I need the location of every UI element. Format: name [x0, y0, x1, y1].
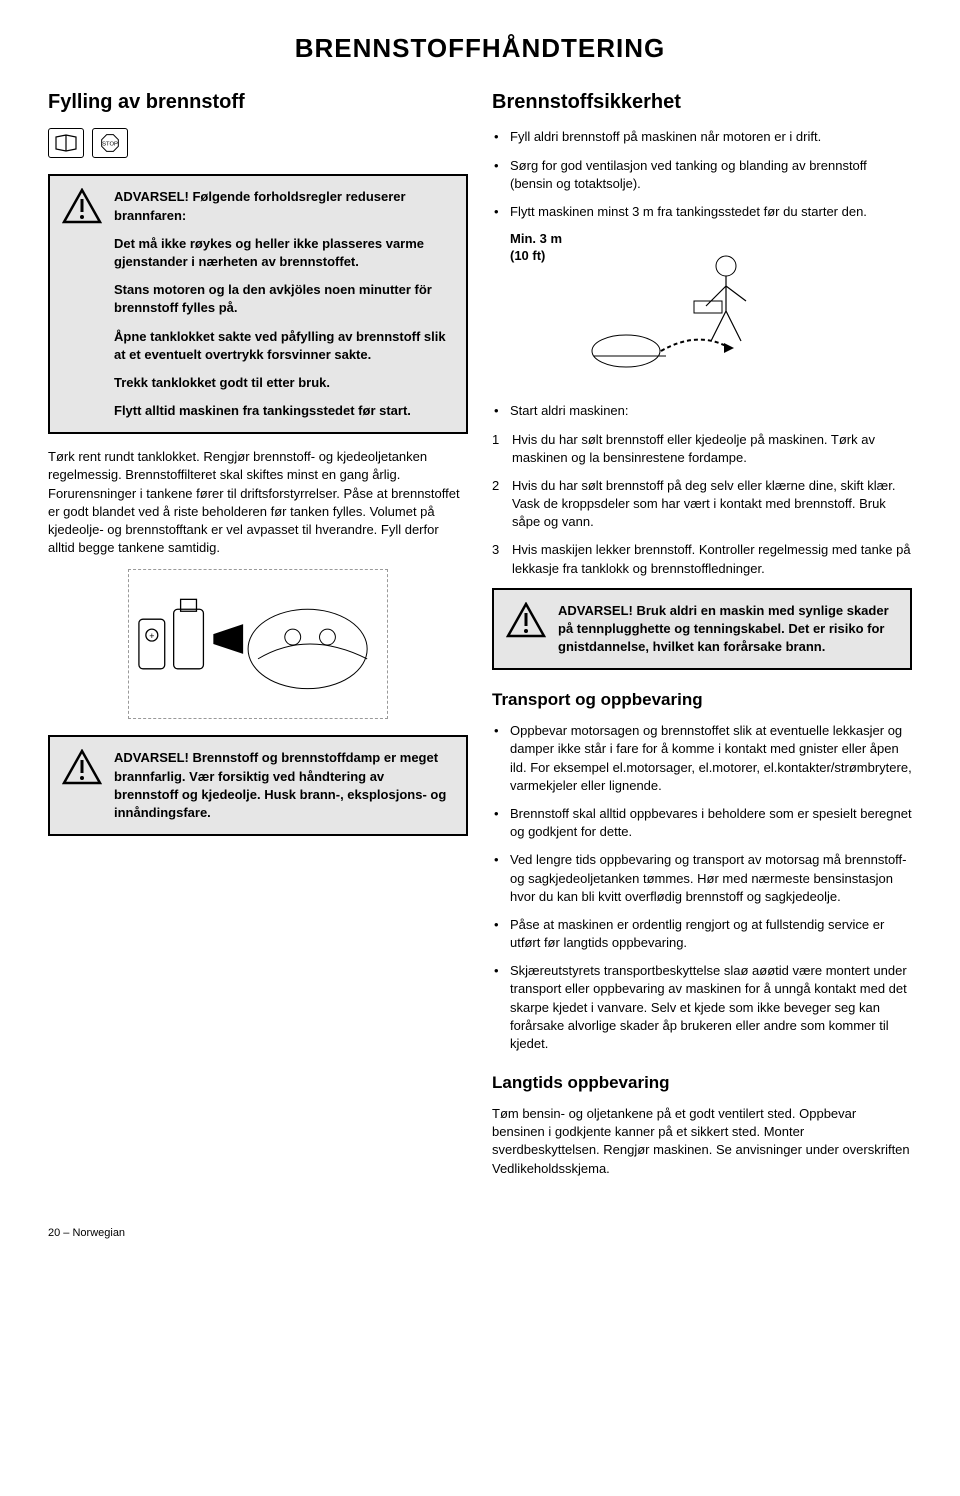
- num-item: 1 Hvis du har sølt brennstoff eller kjede…: [492, 431, 912, 467]
- bullet-item: Flytt maskinen minst 3 m fra tankingsste…: [492, 203, 912, 221]
- num-marker: 1: [492, 431, 499, 449]
- left-paragraph-1: Tørk rent rundt tanklokket. Rengjør bren…: [48, 448, 468, 557]
- svg-text:STOP: STOP: [102, 142, 118, 148]
- warning-1-p2: Stans motoren og la den avkjöles noen mi…: [114, 281, 452, 317]
- warning-1-p3: Åpne tanklokket sakte ved påfylling av b…: [114, 328, 452, 364]
- bullet-item: Oppbevar motorsagen og brennstoffet slik…: [492, 722, 912, 795]
- bullet-item: Sørg for god ventilasjon ved tanking og …: [492, 157, 912, 193]
- num-text: Hvis maskijen lekker brennstoff. Kontrol…: [512, 542, 911, 575]
- num-item: 3 Hvis maskijen lekker brennstoff. Kontro…: [492, 541, 912, 577]
- warning-1-p5: Flytt alltid maskinen fra tankingsstedet…: [114, 402, 452, 420]
- bullet-list-2: Start aldri maskinen:: [492, 402, 912, 420]
- warning-3-p: ADVARSEL! Bruk aldri en maskin med synli…: [558, 602, 896, 657]
- bullet-list-3: Oppbevar motorsagen og brennstoffet slik…: [492, 722, 912, 1053]
- min-3m-line1: Min. 3 m: [510, 231, 562, 246]
- warning-box-3: ADVARSEL! Bruk aldri en maskin med synli…: [492, 588, 912, 671]
- svg-text:+: +: [149, 631, 154, 641]
- min-3m-label: Min. 3 m (10 ft): [510, 231, 562, 265]
- left-column: Fylling av brennstoff STOP ADVARSEL! Føl…: [48, 88, 468, 1189]
- illustration-placeholder: +: [128, 569, 388, 719]
- refuel-illustration: +: [48, 569, 468, 719]
- bullet-item: Skjæreutstyrets transportbeskyttelse sla…: [492, 962, 912, 1053]
- page-title: BRENNSTOFFHÅNDTERING: [48, 30, 912, 66]
- warning-1-p4: Trekk tanklokket godt til etter bruk.: [114, 374, 452, 392]
- bullet-item: Start aldri maskinen:: [492, 402, 912, 420]
- warning-1-p1: Det må ikke røykes og heller ikke plasse…: [114, 235, 452, 271]
- right-column: Brennstoffsikkerhet Fyll aldri brennstof…: [492, 88, 912, 1189]
- min-3m-figure: Min. 3 m (10 ft): [510, 231, 912, 386]
- bullet-item: Fyll aldri brennstoff på maskinen når mo…: [492, 128, 912, 146]
- read-manual-icon: [48, 128, 84, 158]
- stop-icon: STOP: [92, 128, 128, 158]
- bullet-item: Brennstoff skal alltid oppbevares i beho…: [492, 805, 912, 841]
- min-3m-line2: (10 ft): [510, 248, 545, 263]
- warning-1-text: ADVARSEL! Følgende forholdsregler reduse…: [114, 188, 452, 420]
- longterm-heading: Langtids oppbevaring: [492, 1071, 912, 1095]
- bullet-item: Ved lengre tids oppbevaring og transport…: [492, 851, 912, 906]
- warning-3-text: ADVARSEL! Bruk aldri en maskin med synli…: [558, 602, 896, 657]
- two-column-layout: Fylling av brennstoff STOP ADVARSEL! Føl…: [48, 88, 912, 1189]
- left-heading: Fylling av brennstoff: [48, 88, 468, 116]
- num-text: Hvis du har sølt brennstoff på deg selv …: [512, 478, 895, 529]
- warning-box-1: ADVARSEL! Følgende forholdsregler reduse…: [48, 174, 468, 434]
- right-heading: Brennstoffsikkerhet: [492, 88, 912, 116]
- right-paragraph-2: Tøm bensin- og oljetankene på et godt ve…: [492, 1105, 912, 1178]
- icon-row: STOP: [48, 128, 468, 158]
- bullet-list-1: Fyll aldri brennstoff på maskinen når mo…: [492, 128, 912, 221]
- warning-2-p: ADVARSEL! Brennstoff og brennstoffdamp e…: [114, 749, 452, 822]
- warning-2-text: ADVARSEL! Brennstoff og brennstoffdamp e…: [114, 749, 452, 822]
- warning-triangle-icon: [62, 749, 102, 785]
- numbered-list: 1 Hvis du har sølt brennstoff eller kjede…: [492, 431, 912, 578]
- chainsaw-distance-illustration: [576, 231, 796, 386]
- warning-triangle-icon: [506, 602, 546, 638]
- bullet-item: Påse at maskinen er ordentlig rengjort o…: [492, 916, 912, 952]
- warning-box-2: ADVARSEL! Brennstoff og brennstoffdamp e…: [48, 735, 468, 836]
- num-text: Hvis du har sølt brennstoff eller kjedeo…: [512, 432, 875, 465]
- page-footer: 20 – Norwegian: [48, 1226, 912, 1241]
- warning-triangle-icon: [62, 188, 102, 224]
- num-marker: 2: [492, 477, 499, 495]
- warning-1-lead: ADVARSEL! Følgende forholdsregler reduse…: [114, 188, 452, 224]
- num-item: 2 Hvis du har sølt brennstoff på deg selv…: [492, 477, 912, 532]
- num-marker: 3: [492, 541, 499, 559]
- transport-heading: Transport og oppbevaring: [492, 688, 912, 712]
